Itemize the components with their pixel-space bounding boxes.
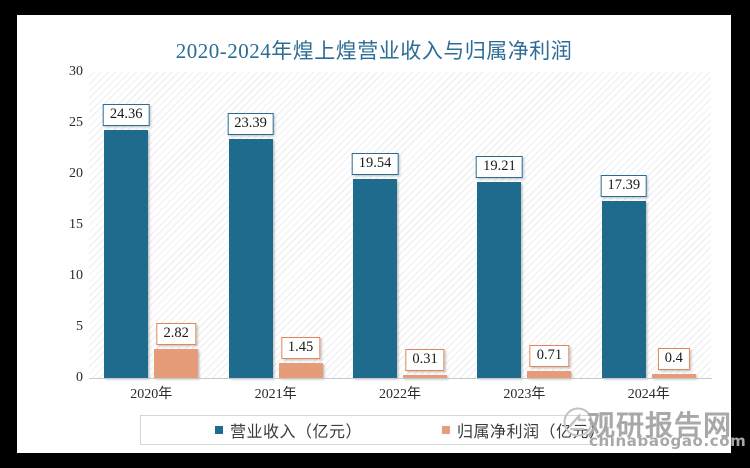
x-axis-tick-label: 2021年 (254, 387, 297, 402)
y-axis-tick-label: 20 (69, 166, 83, 181)
bar-net-profit[interactable] (403, 374, 447, 378)
data-label-net-profit: 0.31 (405, 348, 445, 371)
data-label-net-profit: 0.71 (529, 344, 570, 367)
bar-net-profit[interactable] (527, 370, 572, 378)
y-axis-tick-label: 25 (69, 115, 83, 130)
watermark-text-cn: 观研报告网 (587, 409, 733, 442)
data-label-revenue: 19.21 (476, 156, 523, 179)
chart-legend: 营业收入（亿元） 归属净利润（亿元） (140, 415, 608, 445)
legend-label-revenue: 营业收入（亿元） (230, 424, 363, 441)
data-label-net-profit: 2.82 (156, 323, 196, 346)
data-label-revenue: 24.36 (102, 103, 150, 126)
legend-swatch-profit-icon (442, 426, 451, 434)
bar-revenue[interactable] (601, 200, 646, 378)
bar-revenue[interactable] (353, 178, 397, 378)
y-axis-tick-label: 10 (69, 268, 83, 283)
y-axis-tick-label: 5 (76, 319, 83, 334)
bar-net-profit[interactable] (278, 363, 323, 378)
data-label-revenue: 19.54 (351, 152, 399, 175)
watermark-text-en: chinabaogao.com (589, 432, 747, 450)
data-label-net-profit: 1.45 (280, 337, 321, 360)
y-axis-tick-label: 0 (76, 370, 83, 385)
bar-net-profit[interactable] (651, 373, 696, 378)
chart-title: 2020-2024年煌上煌营业收入与归属净利润 (175, 39, 573, 63)
legend-item-profit[interactable]: 归属净利润（亿元） (442, 418, 606, 442)
bar-revenue[interactable] (228, 139, 273, 378)
x-axis-tick-label: 2020年 (130, 387, 173, 402)
legend-swatch-revenue-icon (215, 426, 223, 434)
legend-item-revenue[interactable]: 营业收入（亿元） (215, 418, 362, 442)
x-axis-tick-label: 2024年 (627, 387, 670, 402)
plot-area: 24.36 2.82 23.39 1.45 19.54 0.31 19.21 0.71 17.3… (89, 72, 711, 378)
data-label-revenue: 17.39 (600, 174, 648, 197)
bar-revenue[interactable] (104, 129, 149, 378)
y-axis: 0 5 10 15 20 25 30 (39, 64, 83, 385)
x-axis-tick-label: 2023年 (503, 387, 546, 402)
y-axis-tick-label: 30 (69, 64, 83, 79)
chart-figure: 2020-2024年煌上煌营业收入与归属净利润 0 5 10 15 20 25 30 24.… (17, 15, 746, 453)
x-axis: 2020年 2021年 2022年 2023年 2024年 (89, 383, 711, 405)
bar-net-profit[interactable] (154, 349, 199, 378)
legend-label-profit: 归属净利润（亿元） (457, 424, 606, 441)
data-label-net-profit: 0.4 (657, 347, 690, 370)
data-label-revenue: 23.39 (227, 113, 274, 136)
x-axis-tick-label: 2022年 (379, 387, 421, 402)
x-axis-line (89, 378, 712, 379)
y-axis-tick-label: 15 (69, 217, 83, 232)
bar-revenue[interactable] (477, 182, 522, 378)
